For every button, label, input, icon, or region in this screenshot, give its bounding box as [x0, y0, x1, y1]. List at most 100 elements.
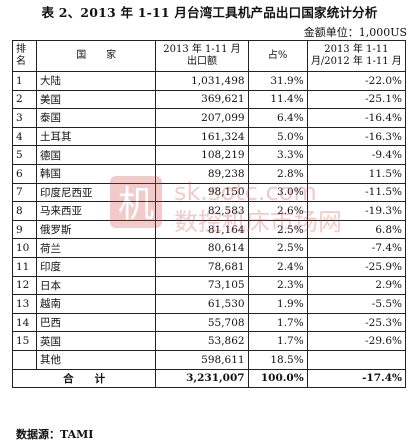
rank-cell: 9 — [11, 219, 38, 240]
header-growth: 2013 年 1-11 月/2012 年 1-11 月 — [306, 40, 407, 72]
share-cell: 2.4% — [247, 256, 308, 277]
rank-cell: 1 — [11, 71, 38, 91]
export-cell: 55,708 — [155, 312, 249, 333]
export-cell: 61,530 — [155, 294, 249, 314]
table-row: 9 俄罗斯 81,164 2.5% 6.8% — [11, 219, 407, 240]
country-cell: 土耳其 — [36, 126, 157, 147]
growth-cell: -25.1% — [306, 89, 407, 110]
export-table: 排名 国 家 2013 年 1-11 月出口额 占% 2013 年 1-11 月… — [11, 40, 407, 389]
export-cell: 161,324 — [155, 126, 249, 147]
total-share-cell: 100.0% — [247, 368, 308, 389]
share-cell: 2.5% — [247, 219, 308, 240]
rank-cell: 13 — [11, 294, 38, 314]
header-country: 国 家 — [36, 40, 157, 72]
growth-cell: -5.5% — [306, 294, 407, 314]
growth-cell: -16.3% — [306, 126, 407, 147]
growth-cell: -11.5% — [306, 182, 407, 203]
export-cell: 53,862 — [155, 331, 249, 351]
table-row: 1 大陆 1,031,498 31.9% -22.0% — [11, 71, 407, 91]
rank-cell: 10 — [11, 238, 38, 258]
table-row: 11 印度 78,681 2.4% -25.9% — [11, 256, 407, 277]
growth-cell: 6.8% — [306, 219, 407, 240]
share-cell: 1.7% — [247, 331, 308, 351]
rank-cell: 7 — [11, 182, 38, 203]
rank-cell: 11 — [11, 256, 38, 277]
rank-cell: 5 — [11, 145, 38, 165]
share-cell: 1.7% — [247, 312, 308, 333]
table-row: 4 土耳其 161,324 5.0% -16.3% — [11, 126, 407, 147]
country-cell: 马来西亚 — [36, 201, 157, 221]
header-share: 占% — [247, 40, 308, 72]
table-row: 12 日本 73,105 2.3% 2.9% — [11, 275, 407, 296]
table-row: 8 马来西亚 82,583 2.6% -19.3% — [11, 201, 407, 221]
country-cell: 泰国 — [36, 108, 157, 128]
rank-cell: 12 — [11, 275, 38, 296]
rank-cell: 4 — [11, 126, 38, 147]
country-cell: 印度尼西亚 — [36, 182, 157, 203]
growth-cell: -19.3% — [306, 201, 407, 221]
table-row: 7 印度尼西亚 98,150 3.0% -11.5% — [11, 182, 407, 203]
rank-cell: 2 — [11, 89, 38, 110]
other-export-cell: 598,611 — [155, 349, 249, 370]
rank-cell: 6 — [11, 163, 38, 184]
export-cell: 81,164 — [155, 219, 249, 240]
header-rank: 排名 — [11, 40, 38, 72]
export-cell: 78,681 — [155, 256, 249, 277]
growth-cell: -25.9% — [306, 256, 407, 277]
rank-cell: 3 — [11, 108, 38, 128]
rank-cell: 14 — [11, 312, 38, 333]
export-cell: 108,219 — [155, 145, 249, 165]
growth-cell: -22.0% — [306, 71, 407, 91]
share-cell: 2.5% — [247, 238, 308, 258]
export-cell: 80,614 — [155, 238, 249, 258]
export-cell: 89,238 — [155, 163, 249, 184]
total-export-cell: 3,231,007 — [155, 368, 249, 389]
growth-cell: -25.3% — [306, 312, 407, 333]
table-row: 6 韩国 89,238 2.8% 11.5% — [11, 163, 407, 184]
total-row: 合 计 3,231,007 100.0% -17.4% — [11, 368, 407, 389]
export-cell: 207,099 — [155, 108, 249, 128]
export-cell: 98,150 — [155, 182, 249, 203]
country-cell: 英国 — [36, 331, 157, 351]
share-cell: 1.9% — [247, 294, 308, 314]
share-cell: 2.3% — [247, 275, 308, 296]
country-cell: 日本 — [36, 275, 157, 296]
table-row: 13 越南 61,530 1.9% -5.5% — [11, 294, 407, 314]
table-title: 表 2、2013 年 1-11 月台湾工具机产品出口国家统计分析 — [41, 5, 378, 20]
table-row: 2 美国 369,621 11.4% -25.1% — [11, 89, 407, 110]
share-cell: 3.3% — [247, 145, 308, 165]
other-share-cell: 18.5% — [247, 349, 308, 370]
total-label-cell: 合 计 — [11, 368, 157, 389]
country-cell: 俄罗斯 — [36, 219, 157, 240]
source-note: 数据源：TAMI — [16, 428, 94, 441]
header-row: 排名 国 家 2013 年 1-11 月出口额 占% 2013 年 1-11 月… — [11, 40, 407, 72]
table-body: 1 大陆 1,031,498 31.9% -22.0% 2 美国 369,621 11.4% -2… — [11, 71, 407, 389]
share-cell: 6.4% — [247, 108, 308, 128]
country-cell: 大陆 — [36, 71, 157, 91]
country-cell: 美国 — [36, 89, 157, 110]
table-row: 5 德国 108,219 3.3% -9.4% — [11, 145, 407, 165]
growth-cell: 2.9% — [306, 275, 407, 296]
header-export: 2013 年 1-11 月出口额 — [155, 40, 249, 72]
export-cell: 73,105 — [155, 275, 249, 296]
table-row: 15 英国 53,862 1.7% -29.6% — [11, 331, 407, 351]
country-cell: 荷兰 — [36, 238, 157, 258]
share-cell: 2.6% — [247, 201, 308, 221]
export-cell: 1,031,498 — [155, 71, 249, 91]
total-growth-cell: -17.4% — [306, 368, 407, 389]
table-row: 3 泰国 207,099 6.4% -16.4% — [11, 108, 407, 128]
share-cell: 3.0% — [247, 182, 308, 203]
rank-cell: 8 — [11, 201, 38, 221]
growth-cell: -29.6% — [306, 331, 407, 351]
country-cell: 德国 — [36, 145, 157, 165]
country-cell: 巴西 — [36, 312, 157, 333]
share-cell: 11.4% — [247, 89, 308, 110]
table-row: 10 荷兰 80,614 2.5% -7.4% — [11, 238, 407, 258]
growth-cell: 11.5% — [306, 163, 407, 184]
share-cell: 31.9% — [247, 71, 308, 91]
rank-cell — [11, 349, 38, 370]
other-row: 其他 598,611 18.5% — [11, 349, 407, 370]
other-growth-cell — [306, 349, 407, 370]
unit-note: 金额单位：1,000US — [303, 26, 407, 39]
table-row: 14 巴西 55,708 1.7% -25.3% — [11, 312, 407, 333]
